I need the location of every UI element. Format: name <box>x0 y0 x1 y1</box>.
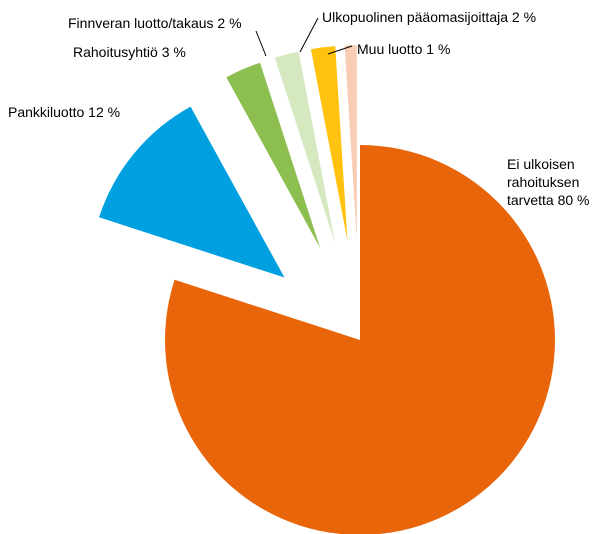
slice-label: Pankkiluotto 12 % <box>8 103 120 121</box>
category-label: Rahoitusyhtiö <box>73 44 158 60</box>
leader-line <box>255 30 267 57</box>
pie-slice <box>274 51 336 244</box>
category-label: Ei ulkoisen rahoituksen tarvetta <box>507 156 580 208</box>
slice-label: Muu luotto 1 % <box>357 40 450 58</box>
slice-label: Ei ulkoisen rahoituksen tarvetta 80 % <box>507 155 607 209</box>
value-label: 80 % <box>557 192 590 208</box>
slice-label: Rahoitusyhtiö 3 % <box>73 43 186 61</box>
value-label: 3 % <box>161 44 186 60</box>
pie-slice <box>226 62 321 249</box>
slice-label: Finnveran luotto/takaus 2 % <box>68 14 242 32</box>
pie-slice <box>99 106 285 278</box>
category-label: Ulkopuolinen pääomasijoittaja <box>322 9 509 25</box>
category-label: Finnveran luotto/takaus <box>68 15 214 31</box>
category-label: Pankkiluotto <box>8 104 85 120</box>
pie-slice <box>344 45 357 241</box>
value-label: 2 % <box>511 9 537 25</box>
value-label: 2 % <box>217 15 242 31</box>
leader-line <box>299 17 319 53</box>
category-label: Muu luotto <box>357 41 423 57</box>
value-label: 12 % <box>88 104 121 120</box>
leader-lines <box>255 17 353 57</box>
pie-slice <box>310 46 348 241</box>
leader-line <box>327 45 353 55</box>
value-label: 1 % <box>426 41 451 57</box>
pie-slice <box>165 145 555 534</box>
slice-label: Ulkopuolinen pääomasijoittaja 2 % <box>322 8 536 26</box>
